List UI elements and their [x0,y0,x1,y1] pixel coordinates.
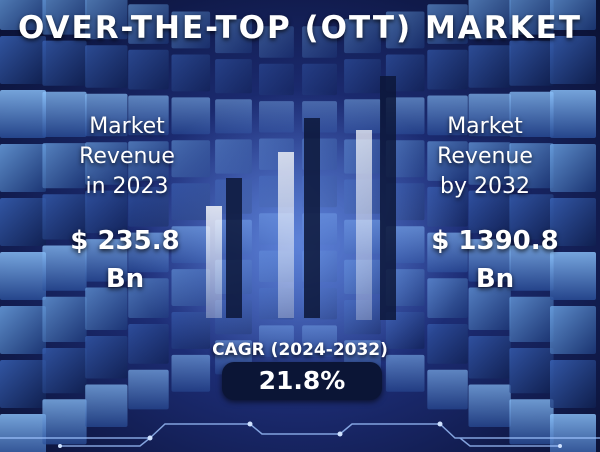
screen-tile [42,348,87,394]
screen-tile [42,0,87,35]
screen-tile [385,11,425,49]
screen-tile [509,399,554,445]
screen-tile [0,144,46,192]
page-title: OVER-THE-TOP (OTT) MARKET [18,10,582,46]
right-value-line-2: Bn [475,264,515,294]
screen-tile [215,59,252,94]
screen-tile [0,36,46,84]
screen-tile [509,245,554,291]
screen-tile [550,360,596,408]
screen-tile [128,324,169,364]
screen-tile [344,59,381,94]
screen-tile [509,194,554,240]
screen-tile [128,369,169,410]
left-label-line-1: Market [89,114,165,139]
right-label-line-3: by 2032 [440,174,530,199]
screen-tile [468,190,511,234]
screen-tile [259,26,294,58]
right-label-line-1: Market [447,114,523,139]
screen-tile [171,11,211,49]
screen-tile [509,40,554,86]
screen-tile [85,93,128,137]
screen-tile [550,36,596,84]
left-value-line-1: $ 235.8 [70,226,180,256]
screen-tile [42,194,87,240]
screen-tile [468,142,511,185]
left-label-line-2: Revenue [79,144,175,169]
screen-tile [509,143,554,189]
screen-tile [42,40,87,86]
screen-tile [550,414,596,452]
screen-tile [0,360,46,408]
screen-tile [128,95,169,136]
screen-tile [550,144,596,192]
screen-tile [468,336,511,379]
screen-tile [85,239,128,282]
screen-tile [509,91,554,137]
screen-tile [85,190,128,234]
screen-tile [0,306,46,354]
screen-tile [344,18,381,54]
decorative-bars [206,76,396,320]
screen-tile [215,18,252,54]
screen-tile [427,369,468,410]
screen-tile [509,348,554,394]
screen-tile [468,0,511,40]
screen-tile [0,414,46,452]
screen-tile [259,63,294,96]
screen-tile [171,354,211,392]
screen-tile [427,4,468,44]
screen-tile [427,324,468,364]
left-label-line-3: in 2023 [85,174,169,199]
screen-tile [550,90,596,138]
cagr-label: CAGR (2024-2032) [212,340,388,360]
left-revenue-value: $ 235.8 Bn [30,222,220,298]
cagr-value-badge: 21.8% [222,362,382,400]
screen-tile [0,198,46,246]
left-revenue-label: Market Revenue in 2023 [42,112,212,202]
screen-tile [385,354,425,392]
screen-tile [302,63,337,96]
left-value-line-2: Bn [105,264,145,294]
screen-tile [468,287,511,330]
screen-tile [42,143,87,189]
screen-tile [42,245,87,291]
screen-tile [85,45,128,88]
screen-tile [42,91,87,137]
screen-tile [85,142,128,185]
screen-tile [85,384,128,427]
right-revenue-label: Market Revenue by 2032 [400,112,570,202]
screen-tile [509,0,554,35]
screen-tile [85,336,128,379]
screen-tile [0,252,46,300]
screen-tile [550,198,596,246]
screen-tile [85,0,128,40]
screen-tile [302,26,337,58]
screen-tile [550,306,596,354]
screen-tile [42,399,87,445]
screen-tile [42,296,87,342]
screen-tile [550,252,596,300]
screen-tile [427,95,468,136]
circuit-line-decoration [0,421,600,448]
screen-tile [128,49,169,90]
screen-tile [85,287,128,330]
screen-tile [509,296,554,342]
screen-tile [0,90,46,138]
screen-tile [427,49,468,90]
screen-tile [550,0,596,30]
screen-tile [468,93,511,137]
right-value-line-1: $ 1390.8 [431,226,559,256]
screen-tile [128,4,169,44]
screen-tile [468,384,511,427]
screen-tile [0,0,46,30]
screen-tile [468,45,511,88]
right-label-line-2: Revenue [437,144,533,169]
screen-tile [171,54,211,92]
screen-tile [468,239,511,282]
right-revenue-value: $ 1390.8 Bn [400,222,590,298]
